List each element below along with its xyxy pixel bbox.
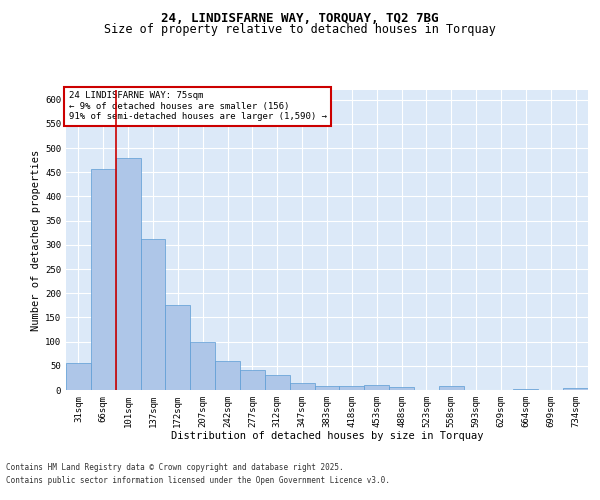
Bar	[265, 376, 290, 390]
Text: 24 LINDISFARNE WAY: 75sqm
← 9% of detached houses are smaller (156)
91% of semi-: 24 LINDISFARNE WAY: 75sqm ← 9% of detach…	[68, 92, 326, 122]
Bar	[563, 388, 588, 390]
Bar	[314, 386, 340, 390]
Bar	[389, 387, 414, 390]
Bar	[166, 306, 190, 390]
Bar	[364, 385, 389, 390]
Text: Size of property relative to detached houses in Torquay: Size of property relative to detached ho…	[104, 24, 496, 36]
Bar	[290, 382, 314, 390]
Text: Contains HM Land Registry data © Crown copyright and database right 2025.: Contains HM Land Registry data © Crown c…	[6, 464, 344, 472]
Bar	[240, 370, 265, 390]
Text: 24, LINDISFARNE WAY, TORQUAY, TQ2 7BG: 24, LINDISFARNE WAY, TORQUAY, TQ2 7BG	[161, 12, 439, 26]
Bar	[140, 238, 166, 390]
Bar	[66, 364, 91, 390]
Text: Contains public sector information licensed under the Open Government Licence v3: Contains public sector information licen…	[6, 476, 390, 485]
Y-axis label: Number of detached properties: Number of detached properties	[31, 150, 41, 330]
Bar	[91, 170, 116, 390]
Bar	[190, 342, 215, 390]
Bar	[340, 386, 364, 390]
Bar	[116, 158, 140, 390]
Bar	[215, 362, 240, 390]
Bar	[514, 388, 538, 390]
X-axis label: Distribution of detached houses by size in Torquay: Distribution of detached houses by size …	[171, 432, 483, 442]
Bar	[439, 386, 464, 390]
